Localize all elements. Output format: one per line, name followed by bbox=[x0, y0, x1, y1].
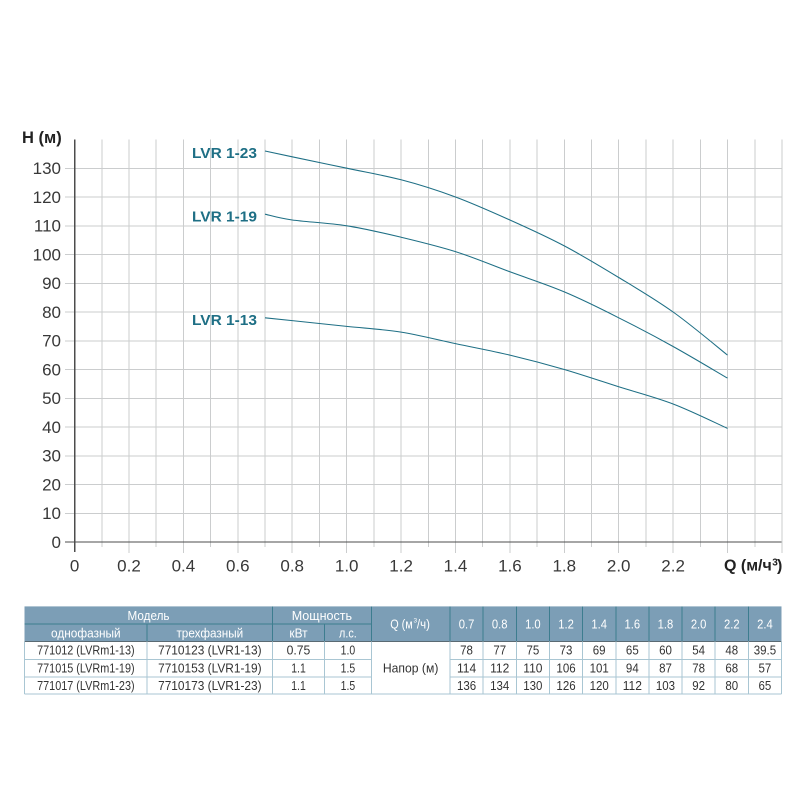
svg-text:136: 136 bbox=[457, 678, 476, 693]
svg-text:73: 73 bbox=[560, 643, 573, 658]
svg-text:78: 78 bbox=[692, 660, 705, 675]
svg-text:7710153 (LVR1-19): 7710153 (LVR1-19) bbox=[158, 660, 262, 675]
svg-text:114: 114 bbox=[457, 660, 476, 675]
svg-text:2.4: 2.4 bbox=[757, 617, 773, 632]
svg-text:30: 30 bbox=[42, 447, 61, 466]
svg-text:7710123 (LVR1-13): 7710123 (LVR1-13) bbox=[158, 643, 262, 658]
svg-text:/ч): /ч) bbox=[417, 617, 430, 632]
svg-text:40: 40 bbox=[42, 418, 61, 437]
svg-text:771015 (LVRm1-19): 771015 (LVRm1-19) bbox=[37, 660, 135, 675]
svg-text:78: 78 bbox=[460, 643, 473, 658]
svg-text:112: 112 bbox=[623, 678, 642, 693]
svg-text:80: 80 bbox=[725, 678, 738, 693]
svg-text:39.5: 39.5 bbox=[754, 643, 776, 658]
svg-text:1.0: 1.0 bbox=[341, 643, 356, 658]
svg-text:100: 100 bbox=[33, 245, 61, 264]
svg-text:0.75: 0.75 bbox=[287, 643, 311, 658]
svg-text:10: 10 bbox=[42, 504, 61, 523]
svg-text:771017 (LVRm1-23): 771017 (LVRm1-23) bbox=[37, 678, 135, 693]
svg-text:1.4: 1.4 bbox=[444, 556, 468, 575]
svg-text:92: 92 bbox=[692, 678, 705, 693]
svg-text:Мощность: Мощность bbox=[292, 608, 353, 623]
svg-text:1.8: 1.8 bbox=[658, 617, 674, 632]
svg-text:0: 0 bbox=[52, 533, 61, 552]
svg-text:2.0: 2.0 bbox=[607, 556, 631, 575]
svg-text:126: 126 bbox=[556, 678, 575, 693]
svg-text:110: 110 bbox=[523, 660, 542, 675]
svg-text:0.6: 0.6 bbox=[226, 556, 250, 575]
svg-text:103: 103 bbox=[656, 678, 675, 693]
svg-text:120: 120 bbox=[33, 188, 61, 207]
svg-text:LVR 1-19: LVR 1-19 bbox=[192, 208, 257, 225]
svg-text:3: 3 bbox=[414, 617, 418, 624]
svg-text:1.0: 1.0 bbox=[335, 556, 359, 575]
svg-text:0.8: 0.8 bbox=[492, 617, 508, 632]
svg-text:60: 60 bbox=[659, 643, 672, 658]
svg-text:130: 130 bbox=[33, 159, 61, 178]
svg-text:1.1: 1.1 bbox=[291, 678, 306, 693]
svg-text:0.4: 0.4 bbox=[172, 556, 196, 575]
svg-text:1.4: 1.4 bbox=[591, 617, 607, 632]
svg-text:69: 69 bbox=[593, 643, 606, 658]
svg-text:80: 80 bbox=[42, 303, 61, 322]
svg-text:1.6: 1.6 bbox=[498, 556, 522, 575]
svg-text:48: 48 bbox=[725, 643, 738, 658]
svg-text:77: 77 bbox=[493, 643, 506, 658]
svg-text:Модель: Модель bbox=[128, 608, 170, 623]
svg-text:2.2: 2.2 bbox=[724, 617, 740, 632]
svg-text:1.5: 1.5 bbox=[341, 660, 356, 675]
svg-text:0.8: 0.8 bbox=[280, 556, 304, 575]
svg-text:л.с.: л.с. bbox=[339, 625, 357, 640]
svg-text:1.1: 1.1 bbox=[291, 660, 306, 675]
svg-text:20: 20 bbox=[42, 475, 61, 494]
svg-text:106: 106 bbox=[556, 660, 575, 675]
svg-text:120: 120 bbox=[590, 678, 609, 693]
svg-text:110: 110 bbox=[34, 217, 61, 236]
svg-text:68: 68 bbox=[725, 660, 738, 675]
svg-text:1.2: 1.2 bbox=[389, 556, 413, 575]
svg-text:Напор (м): Напор (м) bbox=[383, 660, 439, 675]
svg-text:2.0: 2.0 bbox=[691, 617, 707, 632]
svg-text:130: 130 bbox=[523, 678, 542, 693]
svg-text:60: 60 bbox=[42, 360, 61, 379]
svg-text:кВт: кВт bbox=[289, 625, 307, 640]
svg-text:трехфазный: трехфазный bbox=[176, 625, 243, 640]
svg-text:3: 3 bbox=[772, 557, 778, 568]
svg-text:70: 70 bbox=[42, 332, 61, 351]
svg-text:1.5: 1.5 bbox=[341, 678, 356, 693]
svg-text:LVR 1-23: LVR 1-23 bbox=[192, 145, 257, 162]
svg-text:2.2: 2.2 bbox=[661, 556, 685, 575]
svg-text:90: 90 bbox=[42, 274, 61, 293]
svg-text:87: 87 bbox=[659, 660, 672, 675]
svg-text:54: 54 bbox=[692, 643, 705, 658]
svg-text:101: 101 bbox=[590, 660, 609, 675]
svg-text:65: 65 bbox=[759, 678, 772, 693]
svg-text:1.8: 1.8 bbox=[552, 556, 576, 575]
svg-text:0: 0 bbox=[70, 556, 79, 575]
svg-text:7710173 (LVR1-23): 7710173 (LVR1-23) bbox=[158, 678, 262, 693]
svg-text:Q (м/ч: Q (м/ч bbox=[724, 557, 772, 574]
svg-text:1.2: 1.2 bbox=[558, 617, 574, 632]
svg-text:1.6: 1.6 bbox=[625, 617, 641, 632]
svg-text:): ) bbox=[777, 557, 782, 574]
svg-text:134: 134 bbox=[490, 678, 509, 693]
svg-text:50: 50 bbox=[42, 389, 61, 408]
svg-text:75: 75 bbox=[526, 643, 539, 658]
svg-text:65: 65 bbox=[626, 643, 639, 658]
svg-text:H (м): H (м) bbox=[22, 129, 62, 147]
svg-text:LVR 1-13: LVR 1-13 bbox=[192, 312, 257, 329]
svg-text:0.2: 0.2 bbox=[117, 556, 141, 575]
svg-text:94: 94 bbox=[626, 660, 639, 675]
svg-text:однофазный: однофазный bbox=[51, 625, 121, 640]
svg-text:1.0: 1.0 bbox=[525, 617, 541, 632]
svg-text:112: 112 bbox=[490, 660, 509, 675]
svg-text:Q (м: Q (м bbox=[390, 617, 413, 632]
svg-text:0.7: 0.7 bbox=[459, 617, 475, 632]
svg-text:771012 (LVRm1-13): 771012 (LVRm1-13) bbox=[37, 643, 135, 658]
svg-text:57: 57 bbox=[759, 660, 772, 675]
